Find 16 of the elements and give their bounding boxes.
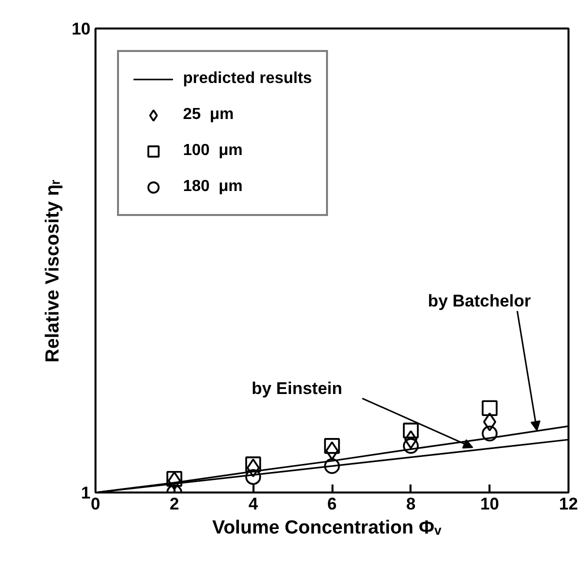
x-tick-label: 6 [327,494,337,514]
legend-label: 25 μm [183,106,234,124]
x-tick-label: 10 [480,494,500,514]
y-axis-title: Relative Viscosity ηᵣ [42,179,64,363]
y-tick-label: 1 [81,484,91,502]
x-tick-label: 8 [406,494,416,514]
legend-label: 100 μm [183,142,243,160]
annotation: by Batchelor [428,292,532,311]
legend-label: 180 μm [183,178,243,196]
x-tick-label: 12 [559,494,578,514]
x-tick-label: 0 [90,494,100,514]
legend-label: predicted results [183,70,312,88]
x-tick-label: 4 [248,494,258,514]
x-tick-label: 2 [170,494,180,514]
x-axis-title: Volume Concentration Φᵥ [212,518,442,538]
annotation: by Einstein [252,379,342,398]
